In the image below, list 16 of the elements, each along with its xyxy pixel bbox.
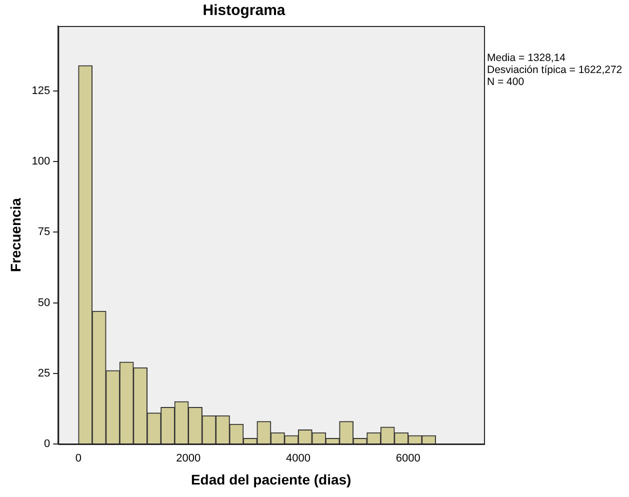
y-tick-label: 0 <box>44 438 50 450</box>
chart-title: Histograma <box>202 2 286 20</box>
text: N = 400 <box>487 76 526 88</box>
y-tick-label: 50 <box>38 296 50 309</box>
y-tick-label: 100 <box>32 156 50 168</box>
text: Desviación típica = 1622,272 <box>487 64 622 76</box>
y-tick-label: 75 <box>38 226 50 238</box>
x-tick-label: 0 <box>75 452 82 465</box>
x-tick-label: 4000 <box>286 452 311 465</box>
x-tick-label: 2000 <box>176 452 201 465</box>
y-tick-label: 125 <box>32 84 50 97</box>
y-axis-title: Frecuencia <box>7 198 24 272</box>
x-tick-label: 6000 <box>396 452 420 465</box>
y-tick-label: 25 <box>38 367 50 380</box>
x-axis-title: Edad del paciente (dias) <box>190 471 352 488</box>
text: Media = 1328,14 <box>487 52 567 64</box>
